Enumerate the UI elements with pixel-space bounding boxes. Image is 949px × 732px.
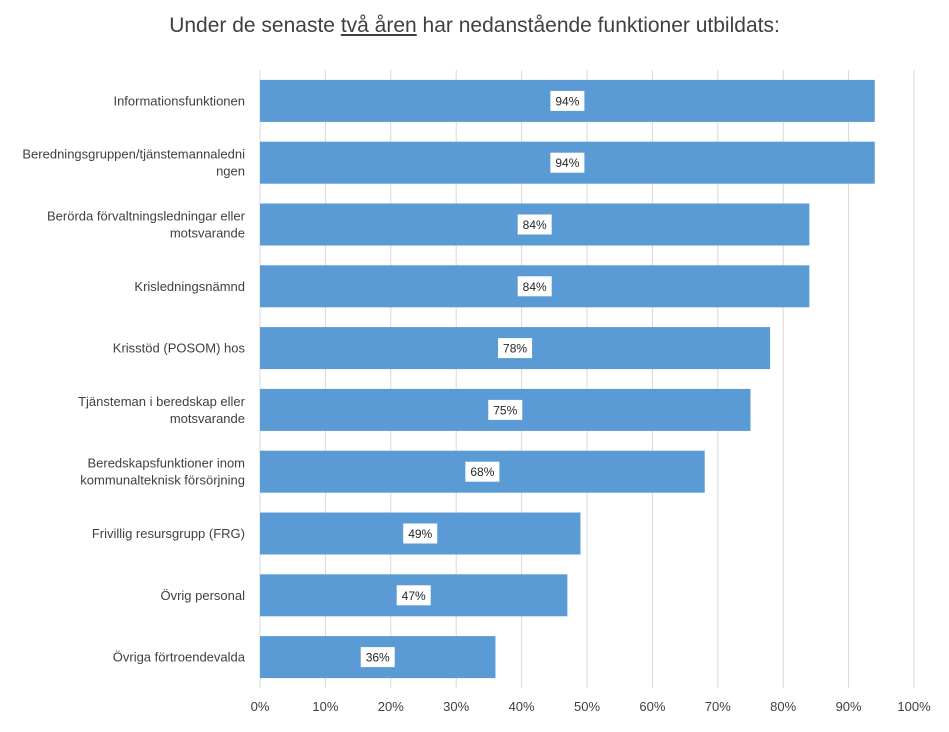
category-label: Beredskapsfunktioner inom [87, 456, 245, 471]
x-tick-label: 60% [639, 699, 665, 714]
data-label: 94% [555, 156, 579, 170]
category-label: kommunalteknisk försörjning [80, 473, 245, 488]
data-label: 78% [503, 342, 527, 356]
data-label: 68% [470, 465, 494, 479]
category-label: ngen [216, 164, 245, 179]
x-tick-label: 80% [770, 699, 796, 714]
data-label-box [465, 461, 500, 482]
data-label-box [488, 399, 523, 420]
category-label: motsvarande [170, 226, 245, 241]
category-label: Övriga förtroendevalda [113, 650, 246, 665]
data-label-box [550, 90, 585, 111]
data-label-box [498, 338, 533, 359]
x-tick-label: 0% [251, 699, 270, 714]
data-label: 75% [493, 403, 517, 417]
data-label-box [517, 214, 552, 235]
category-label: Informationsfunktionen [113, 93, 245, 108]
x-tick-label: 20% [378, 699, 404, 714]
x-tick-label: 40% [509, 699, 535, 714]
chart-title: Under de senaste två åren har nedanståen… [0, 14, 949, 38]
data-label: 36% [366, 651, 390, 665]
x-tick-label: 10% [312, 699, 338, 714]
category-label: Övrig personal [160, 588, 245, 603]
data-label: 84% [523, 218, 547, 232]
x-tick-label: 50% [574, 699, 600, 714]
category-label: Berörda förvaltningsledningar eller [47, 209, 246, 224]
data-label-box [396, 585, 431, 606]
data-label-box [517, 276, 552, 297]
x-tick-label: 100% [897, 699, 931, 714]
data-label-box [550, 152, 585, 173]
chart-title-part-2: har nedanstående funktioner utbildats: [416, 14, 780, 37]
category-label: Krisstöd (POSOM) hos [113, 341, 246, 356]
x-tick-label: 90% [836, 699, 862, 714]
data-label-box [403, 523, 438, 544]
category-label: Tjänsteman i beredskap eller [78, 394, 246, 409]
category-label: Krisledningsnämnd [134, 279, 245, 294]
category-label: Beredningsgruppen/tjänstemannaledni [22, 147, 245, 162]
data-label: 84% [523, 280, 547, 294]
data-label: 49% [408, 527, 432, 541]
data-label-box [360, 647, 395, 668]
category-label: Frivillig resursgrupp (FRG) [92, 526, 245, 541]
category-label: motsvarande [170, 411, 245, 426]
chart-title-underlined: två åren [340, 14, 417, 37]
chart-title-part-1: Under de senaste [169, 14, 341, 37]
data-label: 47% [402, 589, 426, 603]
x-tick-label: 70% [705, 699, 731, 714]
x-tick-label: 30% [443, 699, 469, 714]
data-label: 94% [555, 94, 579, 108]
